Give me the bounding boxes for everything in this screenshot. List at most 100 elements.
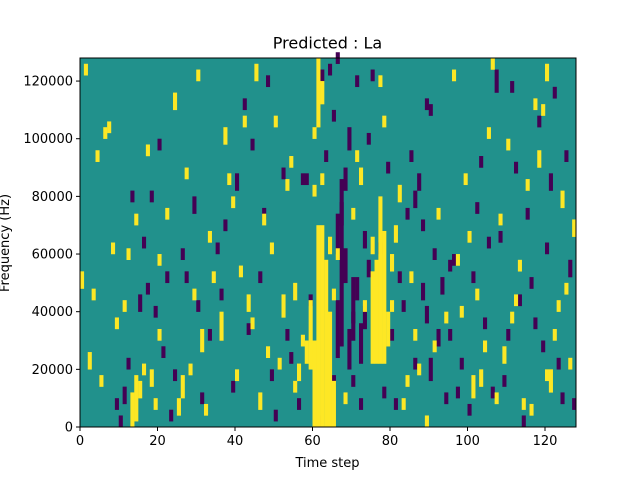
heatmap-cell-low xyxy=(394,398,398,410)
heatmap-cell-low xyxy=(347,127,351,150)
heatmap-cell-low xyxy=(367,133,371,145)
heatmap-cell-high xyxy=(444,312,448,324)
heatmap-cell-high xyxy=(301,335,305,347)
heatmap-cell-low xyxy=(150,191,154,203)
heatmap-cell-high xyxy=(479,369,483,387)
x-tick-label: 120 xyxy=(533,434,558,449)
heatmap-cell-low xyxy=(491,387,495,399)
heatmap-cell-low xyxy=(398,271,402,283)
heatmap-cell-low xyxy=(506,329,510,341)
heatmap-cell-high xyxy=(231,196,235,208)
heatmap-cell-high xyxy=(332,381,336,427)
heatmap-cell-high xyxy=(138,381,142,399)
heatmap-cell-high xyxy=(99,375,103,387)
heatmap-cell-low xyxy=(340,179,344,225)
heatmap-cell-high xyxy=(177,398,181,416)
x-tick-label: 0 xyxy=(76,434,84,449)
heatmap-cell-high xyxy=(382,116,386,128)
heatmap-cell-low xyxy=(355,277,359,300)
heatmap-cell-low xyxy=(406,208,410,220)
heatmap-cell-low xyxy=(192,196,196,214)
heatmap-cell-high xyxy=(460,306,464,318)
heatmap-cell-high xyxy=(409,271,413,283)
heatmap-cell-low xyxy=(526,208,530,220)
heatmap-cell-high xyxy=(553,329,557,341)
heatmap-cell-low xyxy=(154,306,158,318)
heatmap-cell-low xyxy=(448,329,452,341)
y-tick-label: 100000 xyxy=(23,132,73,147)
heatmap-cell-low xyxy=(332,110,336,122)
heatmap-cell-high xyxy=(243,116,247,128)
heatmap-cell-low xyxy=(425,98,429,110)
heatmap-cell-low xyxy=(359,323,363,364)
heatmap-cell-high xyxy=(196,70,200,82)
heatmap-cell-low xyxy=(437,329,441,347)
heatmap-cell-low xyxy=(336,300,340,358)
heatmap-cell-low xyxy=(541,341,545,353)
heatmap-cell-low xyxy=(138,294,142,312)
heatmap-cell-high xyxy=(549,369,553,392)
heatmap-cell-high xyxy=(514,294,518,306)
heatmap-cell-low xyxy=(185,271,189,283)
heatmap-cell-high xyxy=(220,312,224,341)
heatmap-cell-high xyxy=(289,156,293,168)
heatmap-cell-high xyxy=(254,64,258,82)
heatmap-cell-high xyxy=(293,381,297,393)
heatmap-cell-low xyxy=(568,260,572,278)
heatmap-cell-high xyxy=(390,300,394,312)
heatmap-cell-low xyxy=(468,404,472,416)
heatmap-cell-low xyxy=(247,323,251,335)
heatmap-cell-high xyxy=(150,369,154,387)
heatmap-cell-high xyxy=(437,208,441,220)
heatmap-cell-low xyxy=(301,173,305,185)
heatmap-cell-high xyxy=(402,398,406,410)
heatmap-cell-low xyxy=(425,306,429,324)
heatmap-cell-high xyxy=(146,144,150,156)
heatmap-cell-low xyxy=(359,398,363,410)
heatmap-cell-high xyxy=(154,398,158,410)
heatmap-cell-low xyxy=(220,289,224,301)
heatmap-cell-low xyxy=(344,248,348,283)
heatmap-cell-high xyxy=(134,375,138,421)
heatmap-cell-low xyxy=(289,352,293,364)
heatmap-cell-high xyxy=(88,352,92,370)
heatmap-cell-high xyxy=(506,139,510,151)
heatmap-cell-high xyxy=(293,283,297,301)
heatmap-cell-high xyxy=(282,294,286,317)
heatmap-cell-high xyxy=(111,243,115,255)
heatmap-cell-high xyxy=(561,191,565,209)
heatmap-cell-high xyxy=(274,116,278,128)
heatmap-cell-high xyxy=(564,283,568,295)
heatmap-cell-high xyxy=(80,271,84,289)
heatmap-cell-low xyxy=(270,369,274,381)
heatmap-cell-low xyxy=(347,329,351,370)
heatmap-cell-low xyxy=(119,415,123,427)
heatmap-cell-low xyxy=(499,231,503,243)
heatmap-cell-low xyxy=(251,139,255,151)
heatmap-cell-low xyxy=(545,243,549,255)
heatmap-cell-high xyxy=(239,266,243,278)
heatmap-cell-high xyxy=(518,260,522,272)
x-tick-label: 60 xyxy=(304,434,321,449)
heatmap-cell-high xyxy=(313,341,317,428)
heatmap-cell-high xyxy=(266,346,270,358)
heatmap-cell-low xyxy=(413,358,417,370)
heatmap-cell-high xyxy=(84,64,88,76)
heatmap-cell-low xyxy=(324,150,328,162)
heatmap-cell-high xyxy=(464,173,468,185)
heatmap-cell-low xyxy=(553,87,557,99)
heatmap-cell-high xyxy=(262,214,266,226)
heatmap-cell-high xyxy=(545,369,549,381)
heatmap-cell-high xyxy=(526,179,530,191)
heatmap-cell-high xyxy=(115,317,119,329)
heatmap-cell-low xyxy=(146,283,150,295)
heatmap-cell-high xyxy=(487,127,491,139)
heatmap-cell-low xyxy=(274,410,278,422)
heatmap-cell-high xyxy=(192,289,196,301)
heatmap-cell-high xyxy=(96,150,100,162)
heatmap-cell-low xyxy=(351,312,355,341)
heatmap-cell-high xyxy=(181,375,185,398)
heatmap-cell-low xyxy=(448,260,452,272)
heatmap-cell-low xyxy=(367,260,371,278)
heatmap-cell-high xyxy=(344,392,348,404)
